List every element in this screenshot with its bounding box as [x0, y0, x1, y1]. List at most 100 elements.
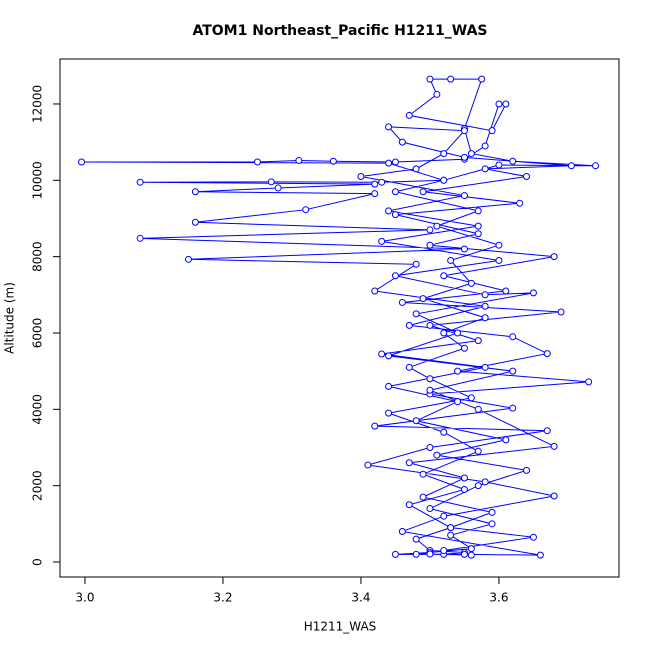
chart-title: ATOM1 Northeast_Pacific H1211_WAS: [192, 23, 487, 39]
data-point: [509, 333, 517, 341]
data-point: [405, 501, 413, 509]
data-point: [426, 226, 434, 234]
data-point: [378, 178, 386, 186]
data-point: [557, 308, 565, 316]
data-point: [405, 321, 413, 329]
data-point: [516, 199, 524, 207]
data-point: [495, 161, 503, 169]
data-point: [405, 459, 413, 467]
data-point: [585, 378, 593, 386]
data-point: [412, 260, 420, 268]
data-point: [474, 405, 482, 413]
data-point: [371, 190, 379, 198]
data-point: [467, 394, 475, 402]
data-point: [481, 165, 489, 173]
data-point: [460, 474, 468, 482]
data-point: [78, 158, 86, 166]
x-tick-label: 3.6: [489, 591, 508, 605]
data-point: [460, 485, 468, 493]
data-point: [385, 207, 393, 215]
data-point: [495, 100, 503, 108]
data-point: [454, 329, 462, 337]
data-point: [502, 436, 510, 444]
data-point: [467, 545, 475, 553]
data-point: [567, 162, 575, 170]
data-point: [502, 100, 510, 108]
data-point: [481, 363, 489, 371]
y-tick-label: 2000: [31, 470, 45, 501]
data-point: [440, 428, 448, 436]
data-point: [398, 138, 406, 146]
data-point: [426, 75, 434, 83]
data-point: [543, 427, 551, 435]
data-point: [481, 142, 489, 150]
x-tick-label: 3.0: [75, 591, 94, 605]
data-point: [405, 111, 413, 119]
data-point: [426, 550, 434, 558]
data-point: [481, 291, 489, 299]
data-point: [523, 466, 531, 474]
data-point: [460, 127, 468, 135]
data-point: [426, 386, 434, 394]
data-point: [357, 172, 365, 180]
x-axis-label: H1211_WAS: [304, 620, 377, 634]
x-tick-label: 3.4: [351, 591, 370, 605]
data-point: [440, 176, 448, 184]
data-point: [495, 241, 503, 249]
data-point: [274, 184, 282, 192]
data-point: [454, 398, 462, 406]
data-point: [419, 493, 427, 501]
plot-box: [59, 58, 620, 578]
data-point: [412, 417, 420, 425]
data-point: [488, 508, 496, 516]
data-point: [419, 188, 427, 196]
data-point: [440, 272, 448, 280]
data-point: [440, 512, 448, 520]
data-point: [405, 363, 413, 371]
data-point: [509, 157, 517, 165]
data-point: [460, 344, 468, 352]
data-point: [426, 241, 434, 249]
data-point: [523, 172, 531, 180]
data-point: [136, 178, 144, 186]
data-point: [474, 482, 482, 490]
data-point: [509, 404, 517, 412]
data-point: [460, 245, 468, 253]
data-point: [529, 533, 537, 541]
data-point: [419, 295, 427, 303]
data-point: [329, 157, 337, 165]
data-point: [385, 159, 393, 167]
data-point: [433, 222, 441, 230]
data-point: [385, 123, 393, 131]
data-point: [391, 272, 399, 280]
data-point: [419, 470, 427, 478]
data-point: [267, 178, 275, 186]
x-tick-label: 3.2: [213, 591, 232, 605]
y-axis-label: Altitude (m): [3, 282, 17, 354]
data-point: [364, 461, 372, 469]
data-point: [478, 75, 486, 83]
data-point: [385, 382, 393, 390]
data-point: [412, 165, 420, 173]
data-point: [481, 302, 489, 310]
data-point: [467, 551, 475, 559]
data-point: [481, 314, 489, 322]
data-point: [391, 188, 399, 196]
data-point: [474, 447, 482, 455]
data-point: [495, 256, 503, 264]
data-point: [440, 329, 448, 337]
data-point: [447, 524, 455, 532]
data-point: [447, 256, 455, 264]
data-point: [426, 505, 434, 513]
data-point: [412, 310, 420, 318]
data-point: [460, 550, 468, 558]
data-point: [543, 350, 551, 358]
data-point: [391, 158, 399, 166]
data-point: [385, 352, 393, 360]
data-point: [253, 158, 261, 166]
data-point: [371, 287, 379, 295]
y-tick-label: 8000: [31, 241, 45, 272]
data-point: [426, 321, 434, 329]
data-point: [412, 535, 420, 543]
